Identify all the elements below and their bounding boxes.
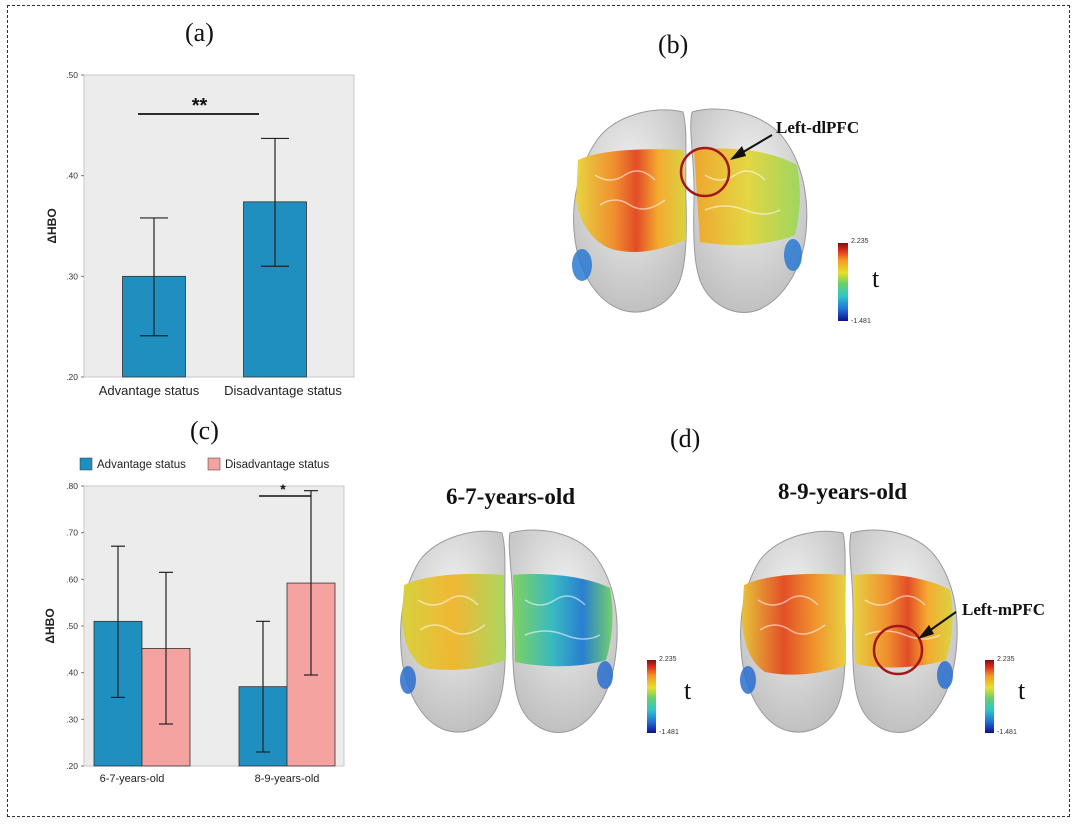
chart-c-ytick-label: .40 bbox=[66, 668, 78, 678]
chart-a-xtick-label: Advantage status bbox=[99, 383, 200, 398]
brain-d-right-left-activation bbox=[742, 573, 846, 675]
brain-d-left-left-activation bbox=[402, 573, 505, 670]
panel-label-d: (d) bbox=[670, 424, 701, 453]
chart-c: Advantage status Disadvantage status ΔHB… bbox=[43, 457, 345, 785]
colorbar-d-right-max: 2.235 bbox=[997, 656, 1015, 663]
colorbar-d-right-label: t bbox=[1018, 676, 1026, 705]
figure-border bbox=[7, 5, 1070, 817]
brain-d-left-blue-spot bbox=[597, 661, 613, 689]
panel-label-b: (b) bbox=[658, 30, 689, 59]
brain-title-8-9: 8-9-years-old bbox=[778, 479, 908, 504]
brain-d-left-right-activation bbox=[513, 574, 613, 667]
colorbar-b-label: t bbox=[872, 264, 880, 293]
brain-d-left-gyri bbox=[417, 595, 601, 640]
chart-a-ytick-label: .50 bbox=[66, 70, 78, 80]
legend-swatch-disadvantage bbox=[207, 457, 221, 471]
chart-a-ytick-label: .20 bbox=[66, 372, 78, 382]
chart-c-ytick-label: .70 bbox=[66, 528, 78, 538]
brain-d-left-blue-spot bbox=[400, 666, 416, 694]
panel-label-a: (a) bbox=[185, 18, 214, 47]
colorbar-d-right-min: -1.481 bbox=[997, 729, 1017, 736]
brain-d-right-blue-spot bbox=[937, 661, 953, 689]
colorbar-b-max: 2.235 bbox=[851, 238, 869, 245]
brain-b-right-activation bbox=[694, 148, 800, 246]
colorbar-b bbox=[838, 243, 848, 321]
brain-b-left-activation bbox=[576, 149, 686, 252]
legend-label-disadvantage: Disadvantage status bbox=[225, 459, 329, 471]
brain-b bbox=[572, 108, 848, 321]
brain-b-gyri bbox=[594, 170, 781, 215]
chart-a-significance-marker: ** bbox=[192, 95, 208, 117]
chart-a-ytick-label: .30 bbox=[66, 271, 78, 281]
legend-label-advantage: Advantage status bbox=[97, 459, 186, 471]
colorbar-b-min: -1.481 bbox=[851, 318, 871, 325]
colorbar-d-left bbox=[647, 660, 656, 733]
brain-b-highlight-circle bbox=[679, 146, 731, 198]
brain-b-blue-spot bbox=[572, 249, 592, 281]
chart-c-ylabel: ΔHBO bbox=[43, 608, 57, 643]
brain-d-right-arrowhead bbox=[918, 625, 934, 639]
colorbar-d-left-max: 2.235 bbox=[659, 656, 677, 663]
colorbar-d-right bbox=[985, 660, 994, 733]
chart-c-significance-marker: * bbox=[280, 481, 286, 497]
chart-c-ytick-label: .30 bbox=[66, 714, 78, 724]
chart-c-ytick-label: .50 bbox=[66, 621, 78, 631]
brain-title-6-7: 6-7-years-old bbox=[446, 484, 576, 509]
legend-swatch-advantage bbox=[79, 457, 93, 471]
chart-c-legend: Advantage status Disadvantage status bbox=[79, 457, 329, 471]
annotation-left-mpfc: Left-mPFC bbox=[962, 600, 1046, 619]
chart-a-ylabel: ΔHBO bbox=[45, 208, 59, 243]
chart-c-ytick-label: .80 bbox=[66, 481, 78, 491]
chart-c-xtick-label: 6-7-years-old bbox=[100, 773, 165, 785]
panel-label-c: (c) bbox=[190, 416, 219, 445]
chart-a-xtick-label: Disadvantage status bbox=[224, 383, 342, 398]
chart-c-ytick-label: .20 bbox=[66, 761, 78, 771]
brain-d-right-blue-spot bbox=[740, 666, 756, 694]
chart-c-xtick-label: 8-9-years-old bbox=[255, 773, 320, 785]
annotation-left-dlpfc: Left-dlPFC bbox=[776, 118, 860, 137]
colorbar-d-left-label: t bbox=[684, 676, 692, 705]
chart-a: ΔHBO .20 .30 .40 .50 Advantage status Disadv… bbox=[45, 70, 355, 398]
brain-d-right-gyri bbox=[757, 595, 941, 640]
colorbar-d-left-min: -1.481 bbox=[659, 729, 679, 736]
brain-d-right-right-activation bbox=[853, 574, 953, 668]
chart-a-ytick-label: .40 bbox=[66, 171, 78, 181]
brain-b-arrowhead bbox=[730, 146, 746, 160]
chart-c-ytick-label: .60 bbox=[66, 574, 78, 584]
brain-b-blue-spot bbox=[784, 239, 802, 271]
brain-d-right bbox=[740, 529, 994, 733]
brain-d-right-highlight-circle bbox=[872, 624, 924, 676]
brain-d-left bbox=[400, 529, 656, 733]
